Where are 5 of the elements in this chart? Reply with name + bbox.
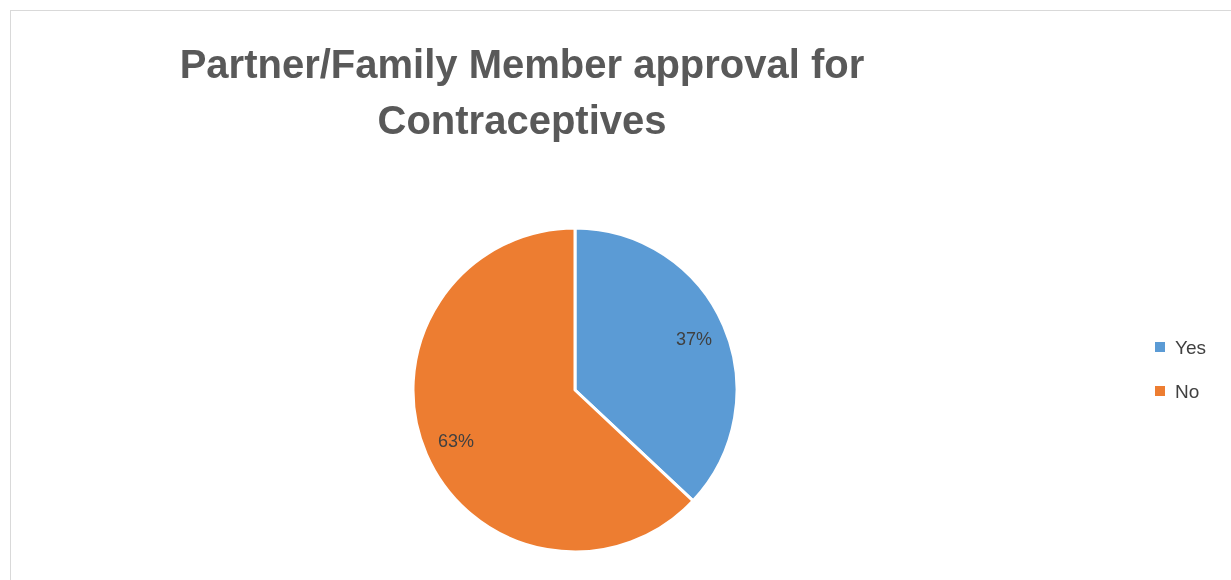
data-label: 37%	[675, 328, 712, 349]
legend-label: No	[1175, 380, 1200, 402]
data-label: 63%	[438, 431, 475, 452]
legend-label: Yes	[1175, 336, 1206, 358]
chart-title: Partner/Family Member approval for Contraceptives	[179, 42, 865, 142]
